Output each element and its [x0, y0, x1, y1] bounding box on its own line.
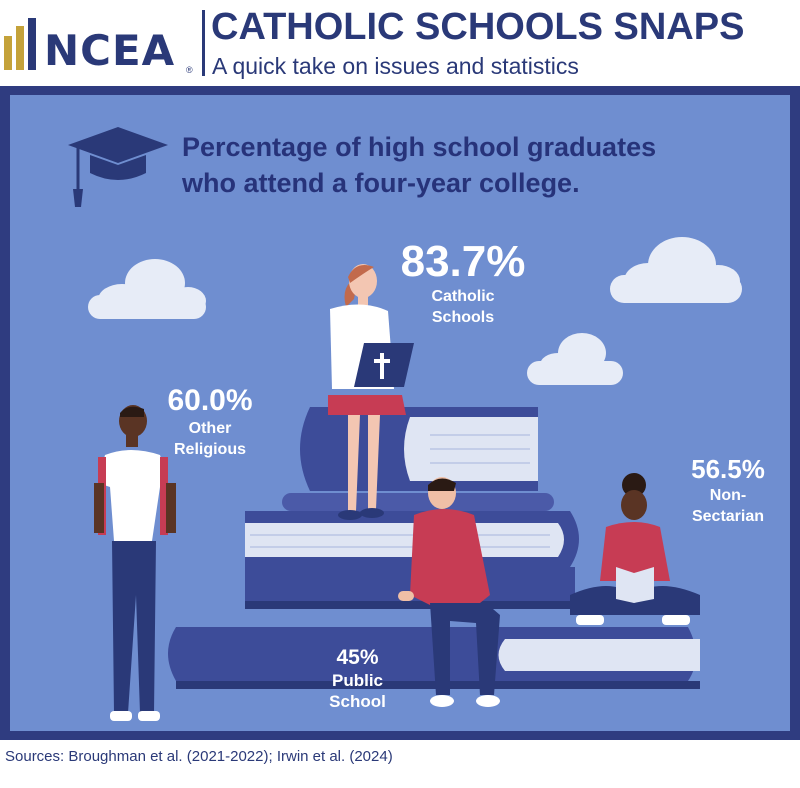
stat-non-sectarian: 56.5% Non- Sectarian — [672, 453, 784, 527]
stat-label-line-1: Catholic — [431, 288, 495, 305]
ncea-logo-icon — [4, 18, 36, 70]
infographic-headline: Percentage of high school graduates who … — [182, 129, 656, 201]
stat-label-line-2: Sectarian — [691, 508, 765, 525]
stat-label-line-2: Religious — [173, 441, 246, 458]
cross-icon — [374, 353, 390, 379]
student-non-sectarian-figure — [570, 473, 700, 625]
stat-label-line-1: Public — [331, 671, 383, 690]
stat-value: 56.5% — [691, 454, 765, 484]
ncea-logo: NCEA ® — [0, 10, 200, 80]
header: NCEA ® CATHOLIC SCHOOLS SNAPS A quick ta… — [0, 0, 800, 86]
cloud-right-top — [610, 237, 742, 303]
stat-public-school: 45% Public School — [305, 646, 410, 712]
page-subtitle: A quick take on issues and statistics — [212, 53, 579, 79]
headline-line-1: Percentage of high school graduates — [182, 132, 657, 162]
stat-label-line-1: Non- — [709, 487, 747, 504]
stat-catholic-schools: 83.7% Catholic Schools — [388, 238, 538, 328]
registered-mark: ® — [186, 65, 193, 75]
page-title: CATHOLIC SCHOOLS SNAPS — [211, 6, 745, 48]
cloud-right-small — [527, 333, 623, 385]
headline-line-2: who attend a four-year college. — [182, 168, 580, 198]
stat-label-line-1: Other — [188, 420, 232, 437]
stat-label-line-2: Schools — [431, 309, 495, 326]
student-other-religious-figure — [94, 405, 176, 721]
infographic-panel: Percentage of high school graduates who … — [10, 95, 790, 731]
student-catholic-figure — [328, 264, 414, 520]
header-divider — [202, 10, 205, 76]
infographic-frame: Percentage of high school graduates who … — [0, 86, 800, 740]
stat-value: 83.7% — [400, 237, 526, 286]
logo-text: NCEA — [44, 26, 176, 75]
stat-value: 45% — [336, 646, 379, 669]
stat-label-line-2: School — [329, 692, 386, 711]
book-middle — [245, 511, 579, 609]
book-top — [282, 407, 554, 511]
stat-value: 60.0% — [167, 384, 253, 417]
student-public-figure — [398, 477, 500, 707]
book-bottom — [168, 627, 700, 689]
stat-other-religious: 60.0% Other Religious — [150, 384, 270, 460]
cloud-left — [88, 259, 206, 319]
illustration-scene — [68, 127, 742, 721]
graduation-cap-icon — [68, 127, 168, 207]
sources-citation: Sources: Broughman et al. (2021-2022); I… — [5, 748, 393, 765]
